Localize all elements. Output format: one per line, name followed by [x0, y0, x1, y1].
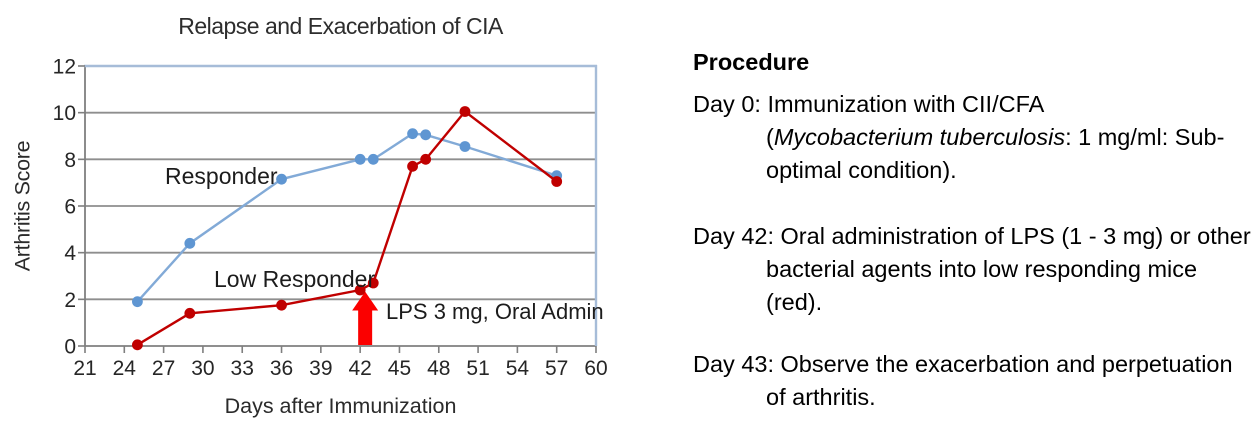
lps-arrow-label: LPS 3 mg, Oral Admin	[386, 299, 604, 324]
x-tick-label: 33	[231, 357, 254, 380]
responder-marker	[407, 128, 418, 140]
x-tick-label: 42	[348, 357, 371, 380]
responder-marker	[184, 237, 196, 249]
procedure-day0-line2: (Mycobacterium tuberculosis: 1 mg/ml: Su…	[693, 121, 1255, 154]
y-tick-label: 0	[64, 336, 76, 359]
low-responder-marker	[420, 153, 432, 165]
y-tick-label: 12	[53, 56, 76, 79]
y-tick-label: 2	[64, 289, 76, 312]
responder-marker	[420, 129, 432, 141]
responder-marker	[132, 296, 143, 308]
lps-administration-arrow	[352, 291, 379, 345]
x-tick-label: 48	[427, 357, 450, 380]
x-tick-label: 45	[388, 357, 411, 380]
y-tick-label: 8	[64, 149, 76, 172]
low-responder-marker	[276, 299, 287, 311]
x-tick-label: 27	[152, 357, 175, 380]
low-responder-marker	[132, 339, 143, 351]
procedure-day42-line1: Day 42: Oral administration of LPS (1 - …	[693, 223, 1251, 249]
low-responder-marker	[407, 160, 418, 172]
low-responder-marker	[367, 277, 379, 289]
y-tick-label: 10	[53, 102, 76, 125]
low-responder-marker	[459, 106, 471, 117]
y-tick-label: 4	[64, 242, 76, 265]
chart-title: Relapse and Exacerbation of CIA	[178, 13, 503, 39]
procedure-day0-line3: optimal condition).	[766, 157, 957, 183]
procedure-day42-line3: (red).	[766, 289, 823, 315]
responder-marker	[459, 141, 471, 152]
procedure-heading: Procedure	[693, 49, 810, 75]
responder-marker	[276, 173, 287, 185]
x-axis-title: Days after Immunization	[224, 394, 457, 418]
procedure-day42-line2: bacterial agents into low responding mic…	[766, 256, 1198, 282]
responder-marker	[367, 153, 379, 165]
low-responder-series-label: Low Responder	[214, 266, 376, 292]
procedure-day43-line1: Day 43: Observe the exacerbation and per…	[693, 351, 1233, 377]
procedure-panel: Procedure Day 0: Immunization with CII/C…	[693, 46, 1255, 414]
x-tick-label: 30	[191, 357, 214, 380]
x-tick-label: 36	[270, 357, 293, 380]
x-tick-label: 39	[309, 357, 332, 380]
low-responder-marker	[184, 307, 196, 319]
responder-marker	[354, 153, 366, 165]
low-responder-marker	[551, 176, 563, 187]
procedure-day0-line1: Day 0: Immunization with CII/CFA	[693, 91, 1045, 117]
cia-relapse-chart: Relapse and Exacerbation of CIA Arthriti…	[11, 13, 608, 418]
x-tick-label: 51	[466, 357, 489, 380]
procedure-day0-line2-post: : 1 mg/ml: Sub-	[1065, 124, 1225, 150]
x-tick-label: 54	[506, 357, 530, 380]
responder-series-label: Responder	[165, 163, 278, 189]
x-tick-label: 24	[113, 357, 137, 380]
x-tick-label: 21	[73, 357, 96, 380]
procedure-day0-block: Day 0: Immunization with CII/CFA (Mycoba…	[693, 88, 1255, 187]
procedure-day0-line2-italic: Mycobacterium tuberculosis	[773, 124, 1066, 150]
x-tick-label: 57	[545, 357, 568, 380]
procedure-day43-line2: of arthritis.	[766, 384, 876, 410]
low-responder-marker	[354, 284, 366, 296]
procedure-day43-block: Day 43: Observe the exacerbation and per…	[693, 348, 1255, 414]
x-tick-label: 60	[584, 357, 607, 380]
procedure-day42-block: Day 42: Oral administration of LPS (1 - …	[693, 220, 1255, 319]
y-tick-label: 6	[64, 196, 76, 219]
procedure-day0-line2-pre: (	[766, 124, 774, 150]
